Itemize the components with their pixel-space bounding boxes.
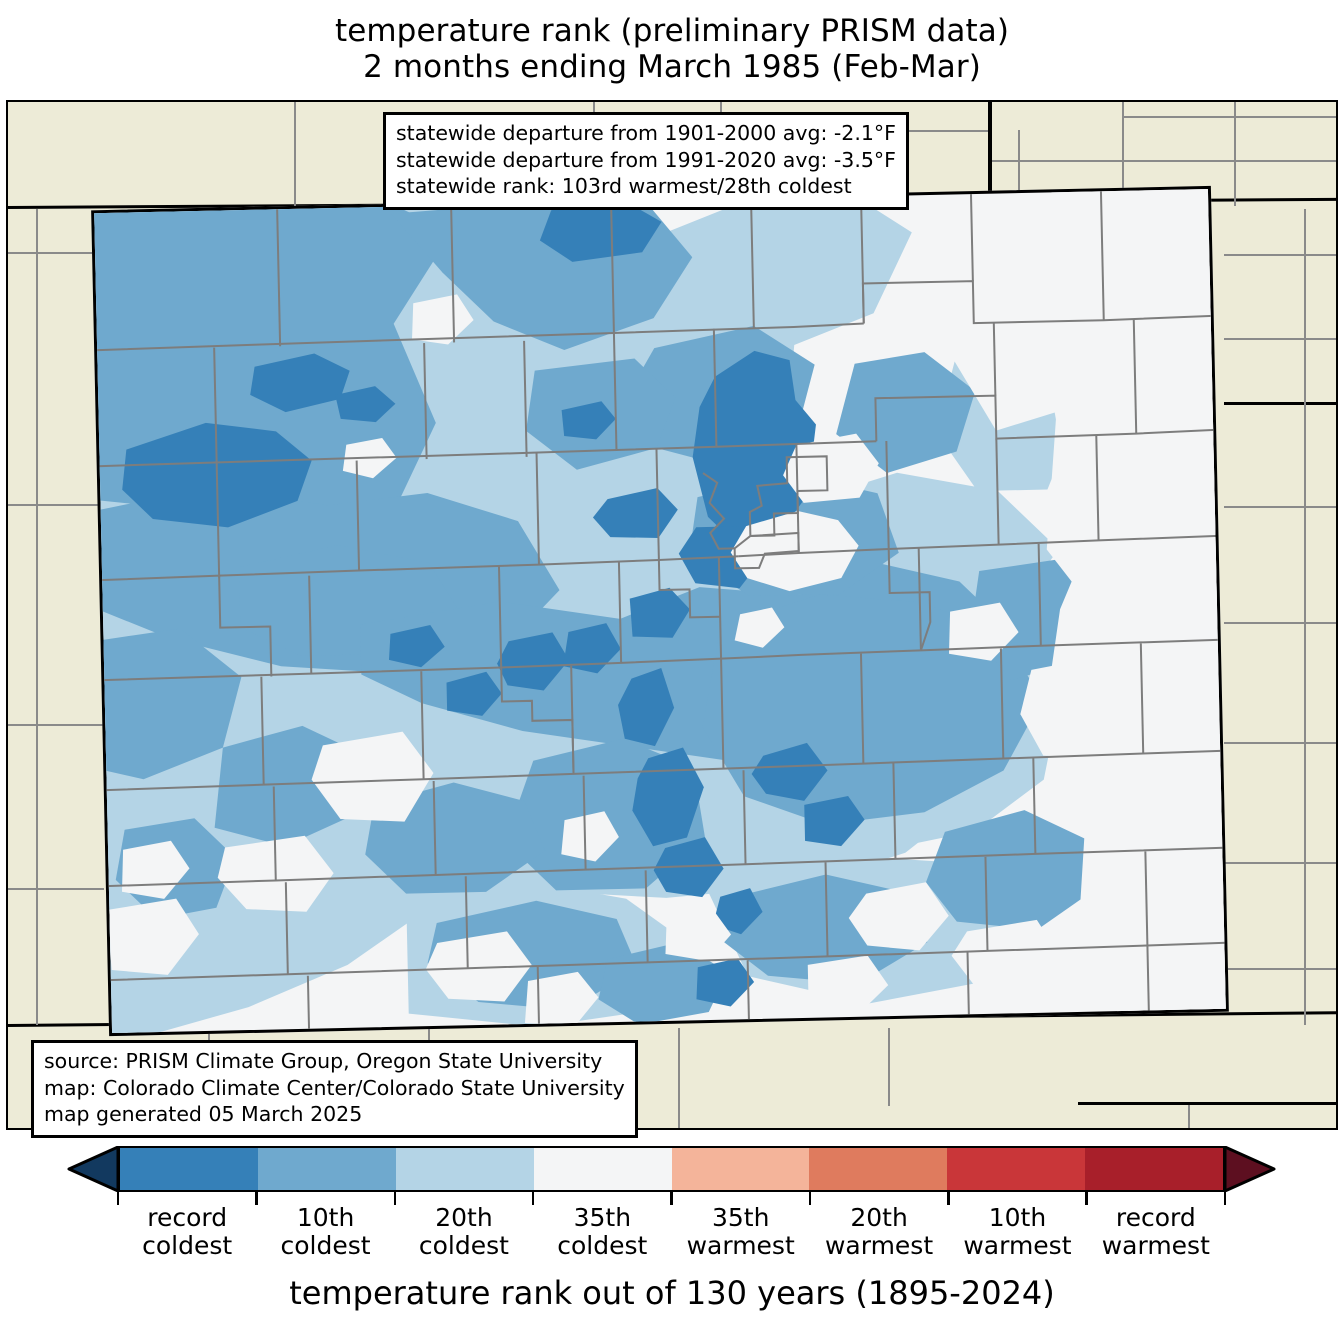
neighbor-county-line	[1234, 102, 1236, 206]
colorbar-label-top: record	[1115, 1203, 1196, 1232]
colorado-state-outline	[91, 185, 1229, 1037]
colorbar-label-7: record warmest	[1061, 1204, 1251, 1260]
colorbar-tick	[531, 1192, 535, 1205]
neighbor-county-line	[36, 209, 38, 1025]
colorbar-band-2	[395, 1148, 534, 1190]
neighbor-county-line	[678, 1028, 680, 1128]
colorbar-label-1: 10th coldest	[231, 1204, 421, 1260]
neighbor-county-line	[8, 504, 108, 506]
colorbar-under-arrow	[67, 1146, 120, 1192]
map-canvas	[8, 102, 1336, 1128]
colorbar-over-arrow	[1223, 1146, 1276, 1192]
colorbar-label-bottom: warmest	[1101, 1231, 1210, 1260]
colorbar-band-7	[1085, 1148, 1223, 1190]
colorbar-tick	[255, 1192, 258, 1205]
colorbar-label-top: 20th	[435, 1203, 493, 1232]
colorbar-label-bottom: warmest	[963, 1231, 1072, 1260]
colorado-fill	[91, 185, 1229, 1037]
colorbar-tick	[1085, 1192, 1088, 1205]
colorbar-label-6: 10th warmest	[922, 1204, 1112, 1260]
stat-line-2: statewide departure from 1991-2020 avg: …	[396, 147, 896, 172]
colorbar-caption: temperature rank out of 130 years (1895-…	[289, 1274, 1055, 1312]
stat-line-1: statewide departure from 1901-2000 avg: …	[396, 121, 896, 145]
colorbar-band-6	[947, 1148, 1086, 1190]
title-line-1: temperature rank (preliminary PRISM data…	[334, 13, 1010, 49]
colorbar-label-3: 35th coldest	[507, 1204, 697, 1260]
stat-line-3: statewide rank: 103rd warmest/28th colde…	[396, 174, 852, 199]
colorbar-tick	[947, 1192, 950, 1205]
source-line-1: source: PRISM Climate Group, Oregon Stat…	[44, 1049, 603, 1073]
colorbar-band-3	[533, 1148, 672, 1190]
page-title: temperature rank (preliminary PRISM data…	[0, 13, 1344, 86]
neighbor-county-line	[1224, 254, 1336, 256]
neighbor-county-line	[992, 160, 1336, 162]
colorbar-label-4: 35th warmest	[646, 1204, 836, 1260]
colorbar-label-2: 20th coldest	[369, 1204, 559, 1260]
neighbor-county-line	[8, 252, 128, 254]
neighbor-county-line	[294, 102, 296, 206]
colorbar-label-bottom: coldest	[557, 1231, 648, 1260]
source-attribution-box: source: PRISM Climate Group, Oregon Stat…	[31, 1040, 638, 1138]
neighbor-county-line	[888, 1028, 890, 1106]
colorbar: record coldest 10th coldest 20th coldest 35th c…	[0, 1140, 1344, 1332]
colorbar-label-top: 10th	[296, 1203, 355, 1232]
neighbor-county-line	[1224, 338, 1336, 340]
state-border-wy-ne	[988, 102, 992, 206]
neighbor-county-line	[1018, 130, 1020, 206]
title-line-2: 2 months ending March 1985 (Feb-Mar)	[363, 48, 981, 85]
state-border-ks-ne	[1224, 402, 1336, 405]
colorbar-label-5: 20th warmest	[784, 1204, 974, 1260]
colorbar-tick	[670, 1192, 673, 1205]
colorbar-label-bottom: warmest	[686, 1231, 795, 1260]
colorbar-label-top: 20th	[850, 1203, 908, 1232]
neighbor-county-line	[1224, 742, 1336, 744]
colorbar-labels: record coldest 10th coldest 20th coldest 35th c…	[0, 1204, 1344, 1270]
colorbar-tick	[393, 1192, 396, 1205]
neighbor-county-line	[8, 888, 104, 890]
colorbar-label-bottom: coldest	[142, 1231, 233, 1260]
colorbar-tick	[116, 1192, 120, 1205]
neighbor-county-line	[1304, 209, 1306, 1025]
neighbor-county-line	[8, 724, 104, 726]
colorbar-band-0	[120, 1148, 258, 1190]
neighbor-county-line	[1224, 506, 1336, 508]
colorbar-label-bottom: coldest	[418, 1231, 509, 1260]
colorbar-bands	[118, 1146, 1225, 1192]
colorbar-label-top: 10th	[988, 1203, 1047, 1232]
statewide-stats-box: statewide departure from 1901-2000 avg: …	[383, 112, 909, 210]
colorbar-band-4	[671, 1148, 810, 1190]
source-line-2: map: Colorado Climate Center/Colorado St…	[44, 1075, 625, 1100]
colorbar-ticks	[116, 1192, 1227, 1205]
neighbor-county-line	[1224, 968, 1336, 970]
neighbor-county-line	[1122, 116, 1336, 118]
colorbar-label-bottom: warmest	[824, 1231, 934, 1260]
source-line-3: map generated 05 March 2025	[44, 1102, 363, 1127]
colorbar-tick	[1223, 1192, 1227, 1205]
neighbor-county-line	[1224, 622, 1336, 624]
map-frame	[6, 100, 1338, 1130]
colorbar-band-5	[809, 1148, 948, 1190]
colorbar-band-1	[257, 1148, 396, 1190]
colorbar-label-top: 35th	[573, 1203, 632, 1232]
neighbor-county-line	[1122, 102, 1124, 206]
state-border-nm-ok	[1078, 1102, 1336, 1105]
colorbar-label-bottom: coldest	[280, 1231, 371, 1260]
colorbar-label-top: record	[147, 1203, 228, 1232]
colorbar-label-top: 35th	[711, 1203, 770, 1232]
colorbar-tick	[808, 1192, 812, 1205]
neighbor-county-line	[1188, 1105, 1190, 1128]
neighbor-county-line	[1224, 862, 1336, 864]
temperature-rank-shading	[91, 185, 1229, 1037]
colorbar-label-0: record coldest	[92, 1204, 282, 1260]
